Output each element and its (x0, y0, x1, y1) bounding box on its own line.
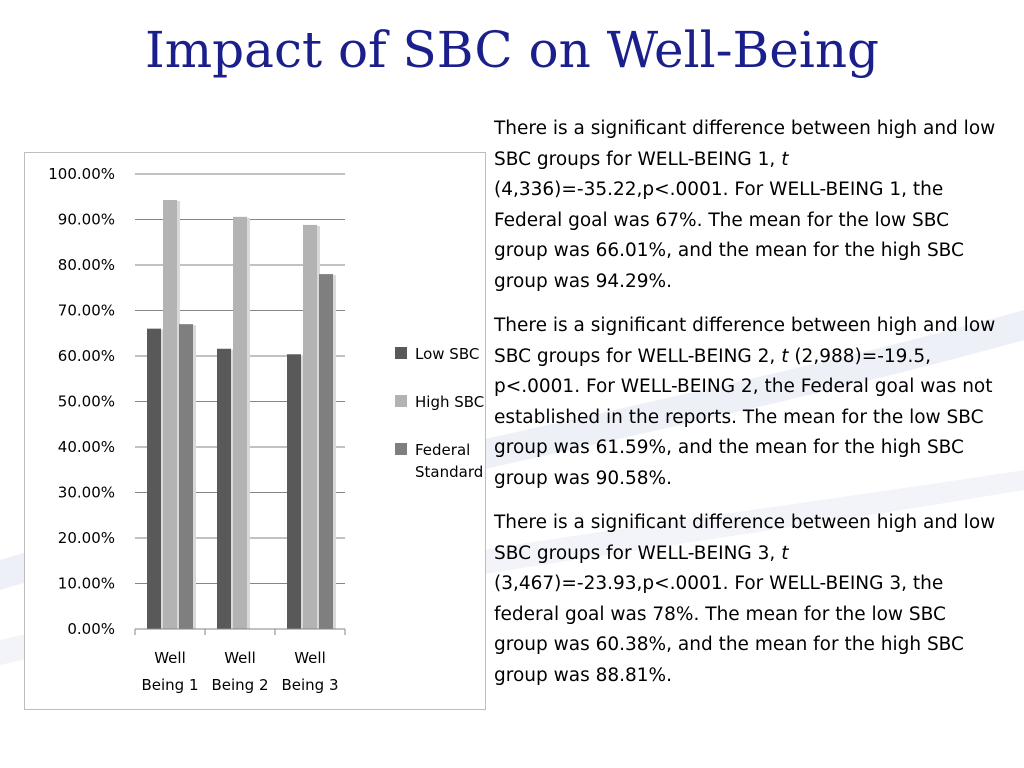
x-tick-label: Being 3 (281, 676, 338, 694)
legend-item-federal-standard: Federal Standard (395, 439, 487, 483)
legend-item-low-sbc: Low SBC (395, 343, 487, 365)
bar-federal-standard (179, 324, 193, 629)
legend-label-high-sbc: High SBC (415, 391, 484, 413)
chart-legend: Low SBC High SBC Federal Standard (395, 343, 487, 509)
finding-text: There is a significant difference betwee… (494, 512, 996, 564)
y-tick-label: 0.00% (67, 620, 115, 638)
x-axis-tick-labels: Well Being 1 Well Being 2 Well Being 3 (141, 649, 338, 694)
x-tick-label: Well (224, 649, 256, 667)
bar-low-sbc (287, 354, 301, 629)
legend-swatch-federal-standard (395, 443, 407, 455)
finding-text: (3,467)=-23.93,p<.0001. For WELL-BEING 3… (494, 573, 964, 686)
t-statistic-symbol: t (781, 148, 789, 170)
legend-swatch-high-sbc (395, 395, 407, 407)
finding-paragraph-1: There is a significant difference betwee… (494, 114, 1000, 297)
y-tick-label: 20.00% (58, 529, 115, 547)
legend-label-line: Low SBC (415, 345, 480, 363)
t-statistic-symbol: t (781, 542, 789, 564)
t-statistic-symbol: t (781, 345, 789, 367)
findings-text: There is a significant difference betwee… (494, 114, 1000, 705)
legend-label-line: Federal (415, 441, 471, 459)
legend-label-line: High SBC (415, 393, 485, 411)
legend-item-high-sbc: High SBC (395, 391, 487, 413)
y-axis-tick-labels: 0.00% 10.00% 20.00% 30.00% 40.00% 50.00% 60.00… (48, 165, 115, 638)
y-tick-label: 10.00% (58, 575, 115, 593)
x-tick-label: Being 2 (211, 676, 268, 694)
bar-high-sbc (233, 216, 247, 629)
bar-federal-standard (319, 274, 333, 629)
x-tick-label: Well (294, 649, 326, 667)
finding-text: There is a significant difference betwee… (494, 315, 996, 367)
legend-label-low-sbc: Low SBC (415, 343, 479, 365)
finding-text: (4,336)=-35.22,p<.0001. For WELL-BEING 1… (494, 179, 964, 292)
finding-paragraph-3: There is a significant difference betwee… (494, 508, 1000, 691)
finding-text: There is a significant difference betwee… (494, 118, 996, 170)
y-tick-label: 50.00% (58, 393, 115, 411)
x-tick-label: Well (154, 649, 186, 667)
x-tick-label: Being 1 (141, 676, 198, 694)
finding-text: (2,988)=-19.5, p<.0001. For WELL-BEING 2… (494, 345, 993, 489)
bars (147, 199, 336, 629)
finding-paragraph-2: There is a significant difference betwee… (494, 311, 1000, 494)
y-tick-label: 80.00% (58, 256, 115, 274)
legend-swatch-low-sbc (395, 347, 407, 359)
slide-title: Impact of SBC on Well-Being (144, 21, 880, 79)
y-tick-label: 100.00% (48, 165, 115, 183)
bar-low-sbc (147, 328, 161, 629)
y-tick-label: 40.00% (58, 438, 115, 456)
bar-high-sbc (163, 199, 177, 629)
y-tick-label: 90.00% (58, 211, 115, 229)
chart-container: 0.00% 10.00% 20.00% 30.00% 40.00% 50.00% 60.00… (24, 152, 486, 710)
y-tick-label: 60.00% (58, 347, 115, 365)
x-axis (134, 628, 346, 635)
bar-high-sbc (303, 224, 317, 629)
y-tick-label: 70.00% (58, 302, 115, 320)
y-tick-label: 30.00% (58, 484, 115, 502)
legend-label-federal-standard: Federal Standard (415, 439, 483, 483)
bar-chart: 0.00% 10.00% 20.00% 30.00% 40.00% 50.00% 60.00… (48, 165, 346, 694)
bar-low-sbc (217, 348, 231, 629)
legend-label-line: Standard (415, 463, 484, 481)
